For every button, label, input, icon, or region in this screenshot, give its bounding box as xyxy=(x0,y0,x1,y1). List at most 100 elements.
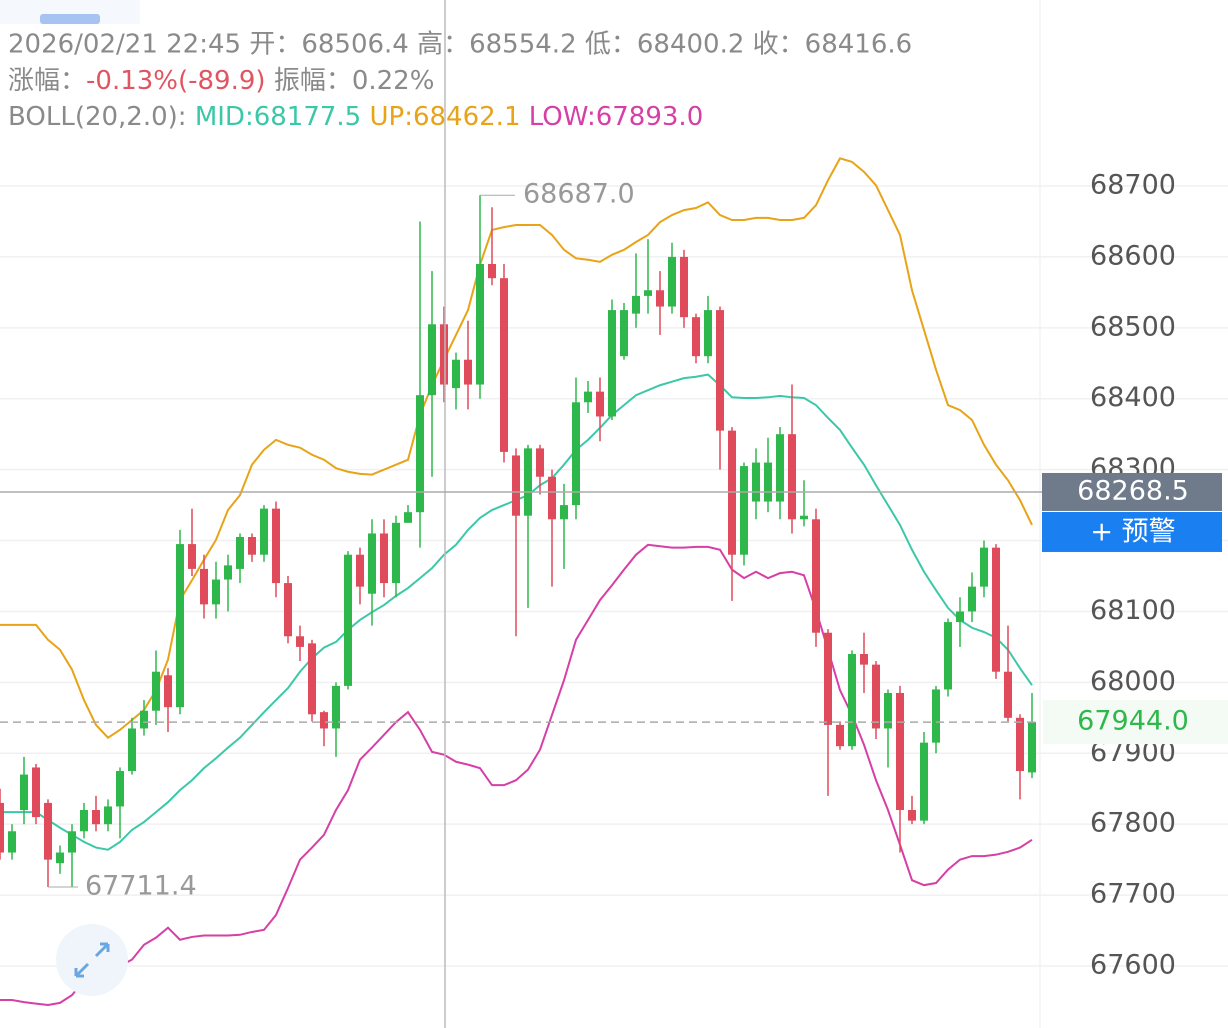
expand-icon[interactable] xyxy=(56,924,128,996)
candle-body xyxy=(152,671,160,711)
candle-body xyxy=(44,802,52,860)
candle-body xyxy=(20,774,28,810)
candle-body xyxy=(8,831,16,853)
candle-body xyxy=(0,802,4,853)
alert-button[interactable] xyxy=(1042,511,1222,552)
candle-body xyxy=(248,537,256,555)
alert-button-label[interactable]: + 预警 xyxy=(1090,516,1175,547)
candle-body xyxy=(116,771,124,807)
candle-body xyxy=(320,712,328,729)
candle-body xyxy=(944,622,952,690)
candle-body xyxy=(980,547,988,587)
candle-body xyxy=(356,554,364,587)
header-part: LOW:67893.0 xyxy=(520,102,703,132)
y-tick-label: 68600 xyxy=(1090,240,1176,271)
y-tick-label: 67700 xyxy=(1090,879,1176,910)
candle-body xyxy=(680,256,688,318)
candle-body xyxy=(416,395,424,513)
candle-body xyxy=(368,533,376,594)
candle-body xyxy=(608,310,616,417)
candle-body xyxy=(968,586,976,612)
candle-body xyxy=(632,295,640,314)
candle-body xyxy=(236,537,244,569)
candle-body xyxy=(404,512,412,523)
tab-bg xyxy=(0,0,140,24)
boll-line xyxy=(0,543,1033,1007)
candle-body xyxy=(308,643,316,715)
candle-body xyxy=(1016,717,1024,771)
candle-body xyxy=(584,391,592,403)
y-tick-label: 68100 xyxy=(1090,595,1176,626)
candle-body xyxy=(272,508,280,584)
crosshair-label: 68268.5 xyxy=(1077,475,1189,506)
candle-body xyxy=(284,583,292,637)
candle-body xyxy=(332,685,340,729)
header-line3: BOLL(20,2.0): MID:68177.5 UP:68462.1 LOW… xyxy=(8,102,703,132)
candle-body xyxy=(560,505,568,520)
candle-body xyxy=(764,462,772,502)
candle-body xyxy=(56,852,64,864)
header-part: -0.13%(-89.9) xyxy=(86,66,266,96)
candle-body xyxy=(188,544,196,569)
candle-body xyxy=(32,767,40,818)
candle-body xyxy=(476,264,484,385)
candle-body xyxy=(992,547,1000,672)
candle-body xyxy=(512,455,520,516)
min-label: 67711.4 xyxy=(85,871,197,902)
candle-body xyxy=(164,675,172,708)
candle-body xyxy=(440,324,448,385)
candle-body xyxy=(716,310,724,431)
candle-body xyxy=(824,632,832,725)
candle-body xyxy=(104,806,112,825)
candle-body xyxy=(800,515,808,520)
candle-body xyxy=(92,810,100,825)
candle-body xyxy=(860,654,868,665)
max-label: 68687.0 xyxy=(523,179,635,210)
candle-body xyxy=(572,402,580,506)
candle-body xyxy=(500,278,508,452)
last-price-box xyxy=(1043,700,1228,745)
candle-body xyxy=(224,565,232,580)
boll-line xyxy=(0,157,1033,739)
candle-body xyxy=(296,636,304,647)
candle-body xyxy=(740,466,748,555)
candle-body xyxy=(464,359,472,385)
candle-body xyxy=(524,448,532,516)
y-tick-label: 68700 xyxy=(1090,170,1176,201)
header-line2: 涨幅：-0.13%(-89.9) 振幅：0.22% xyxy=(8,66,434,96)
candle-body xyxy=(140,710,148,729)
candle-body xyxy=(488,264,496,279)
candle-body xyxy=(872,664,880,729)
candle-body xyxy=(212,579,220,605)
y-tick-label: 67800 xyxy=(1090,808,1176,839)
candle-body xyxy=(848,654,856,747)
candle-body xyxy=(620,310,628,357)
candle-body xyxy=(896,693,904,810)
y-tick-label: 68000 xyxy=(1090,666,1176,697)
candle-body xyxy=(668,256,676,307)
candles xyxy=(0,195,1036,888)
candle-body xyxy=(932,689,940,743)
candle-body xyxy=(392,522,400,584)
candle-body xyxy=(68,831,76,853)
candle-body xyxy=(836,724,844,747)
candle-body xyxy=(200,568,208,605)
candle-body xyxy=(548,476,556,520)
candle-body xyxy=(344,554,352,686)
grid: 6760067700678006790068000681006820068300… xyxy=(0,170,1228,981)
candle-body xyxy=(752,462,760,502)
y-tick-label: 68400 xyxy=(1090,382,1176,413)
y-tick-label: 67600 xyxy=(1090,950,1176,981)
y-tick-label: 68500 xyxy=(1090,311,1176,342)
candle-body xyxy=(80,810,88,832)
candle-body xyxy=(656,290,664,307)
candle-body xyxy=(908,810,916,821)
candle-body xyxy=(596,391,604,417)
header-part: 涨幅： xyxy=(8,66,86,96)
candle-body xyxy=(644,290,652,296)
candle-body xyxy=(920,742,928,821)
candle-body xyxy=(128,728,136,771)
header-part: 振幅：0.22% xyxy=(266,66,435,96)
header-part: UP:68462.1 xyxy=(361,102,520,132)
